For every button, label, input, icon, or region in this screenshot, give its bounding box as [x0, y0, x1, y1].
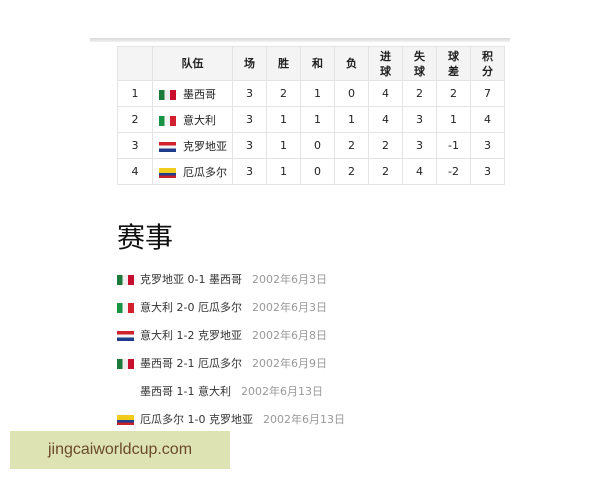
cell-d: 0 — [300, 158, 335, 185]
column-header: 队伍 — [152, 46, 233, 81]
cell-gd: 1 — [436, 106, 471, 133]
flag-icon — [117, 275, 134, 285]
cell-gf: 2 — [368, 158, 403, 185]
team-name[interactable]: 厄瓜多尔 — [183, 165, 227, 179]
table-row: 3 克罗地亚 3 1 0 2 2 3 -1 3 — [117, 132, 505, 159]
cell-gd: -1 — [436, 132, 471, 159]
cell-p: 3 — [232, 106, 267, 133]
cell-gf: 2 — [368, 132, 403, 159]
flag-icon — [159, 141, 176, 152]
flag-icon — [159, 115, 176, 126]
cell-d: 0 — [300, 132, 335, 159]
match-result[interactable]: 墨西哥 1-1 意大利 — [140, 385, 231, 398]
cell-p: 3 — [232, 80, 267, 107]
cell-ga: 2 — [402, 80, 437, 107]
match-result[interactable]: 墨西哥 2-1 厄瓜多尔 — [140, 357, 242, 370]
cell-p: 3 — [232, 132, 267, 159]
column-header: 进 球 — [368, 46, 403, 81]
column-header: 球 差 — [436, 46, 471, 81]
match-item[interactable]: 克罗地亚 0-1 墨西哥 2002年6月3日 — [117, 271, 327, 287]
match-date: 2002年6月13日 — [262, 413, 345, 426]
cell-l: 0 — [334, 80, 369, 107]
match-item[interactable]: 墨西哥 2-1 厄瓜多尔 2002年6月9日 — [117, 355, 327, 371]
column-header: 负 — [334, 46, 369, 81]
match-result[interactable]: 厄瓜多尔 1-0 克罗地亚 — [140, 413, 253, 426]
cell-team: 墨西哥 — [152, 80, 233, 107]
match-item[interactable]: 意大利 2-0 厄瓜多尔 2002年6月3日 — [117, 299, 327, 315]
table-row: 2 意大利 3 1 1 1 4 3 1 4 — [117, 106, 505, 133]
cell-l: 2 — [334, 132, 369, 159]
watermark: jingcaiworldcup.com — [10, 431, 230, 469]
cell-ga: 3 — [402, 106, 437, 133]
match-date: 2002年6月3日 — [251, 301, 327, 314]
match-date: 2002年6月9日 — [251, 357, 327, 370]
table-row: 1 墨西哥 3 2 1 0 4 2 2 7 — [117, 80, 505, 107]
cell-w: 1 — [266, 106, 301, 133]
match-date: 2002年6月13日 — [240, 385, 323, 398]
cell-l: 2 — [334, 158, 369, 185]
section-title: 赛事 — [117, 221, 174, 254]
match-item[interactable]: 厄瓜多尔 1-0 克罗地亚 2002年6月13日 — [117, 411, 345, 427]
cell-rank: 3 — [117, 132, 153, 159]
cell-team: 克罗地亚 — [152, 132, 233, 159]
match-result[interactable]: 克罗地亚 0-1 墨西哥 — [140, 273, 242, 286]
cell-gf: 4 — [368, 106, 403, 133]
cell-rank: 2 — [117, 106, 153, 133]
cell-pts: 7 — [470, 80, 505, 107]
flag-icon — [159, 89, 176, 100]
cell-gf: 4 — [368, 80, 403, 107]
team-name[interactable]: 意大利 — [183, 113, 216, 127]
flag-icon — [159, 167, 176, 178]
cell-team: 意大利 — [152, 106, 233, 133]
flag-icon — [117, 303, 134, 313]
match-result[interactable]: 意大利 2-0 厄瓜多尔 — [140, 301, 242, 314]
cell-gd: -2 — [436, 158, 471, 185]
column-header — [117, 46, 153, 81]
top-shadow — [90, 38, 510, 44]
team-name[interactable]: 墨西哥 — [183, 87, 216, 101]
standings-table: 队伍场胜和负进 球失 球球 差积 分 1 墨西哥 3 2 1 0 4 2 2 7 2 意大利 3 1 1 1 4… — [117, 46, 505, 185]
cell-d: 1 — [300, 80, 335, 107]
cell-p: 3 — [232, 158, 267, 185]
cell-w: 1 — [266, 158, 301, 185]
column-header: 失 球 — [402, 46, 437, 81]
column-header: 和 — [300, 46, 335, 81]
column-header: 场 — [232, 46, 267, 81]
cell-pts: 4 — [470, 106, 505, 133]
table-row: 4 厄瓜多尔 3 1 0 2 2 4 -2 3 — [117, 158, 505, 185]
match-item[interactable]: 意大利 1-2 克罗地亚 2002年6月8日 — [117, 327, 327, 343]
column-header: 积 分 — [470, 46, 505, 81]
cell-w: 1 — [266, 132, 301, 159]
cell-ga: 3 — [402, 132, 437, 159]
cell-gd: 2 — [436, 80, 471, 107]
cell-rank: 4 — [117, 158, 153, 185]
team-name[interactable]: 克罗地亚 — [183, 139, 227, 153]
match-date: 2002年6月8日 — [251, 329, 327, 342]
cell-team: 厄瓜多尔 — [152, 158, 233, 185]
cell-d: 1 — [300, 106, 335, 133]
cell-l: 1 — [334, 106, 369, 133]
cell-pts: 3 — [470, 132, 505, 159]
flag-icon — [117, 331, 134, 341]
cell-w: 2 — [266, 80, 301, 107]
cell-pts: 3 — [470, 158, 505, 185]
cell-rank: 1 — [117, 80, 153, 107]
cell-ga: 4 — [402, 158, 437, 185]
match-item[interactable]: 墨西哥 1-1 意大利 2002年6月13日 — [117, 383, 323, 399]
match-result[interactable]: 意大利 1-2 克罗地亚 — [140, 329, 242, 342]
match-date: 2002年6月3日 — [251, 273, 327, 286]
flag-icon — [117, 359, 134, 369]
column-header: 胜 — [266, 46, 301, 81]
flag-icon — [117, 415, 134, 425]
